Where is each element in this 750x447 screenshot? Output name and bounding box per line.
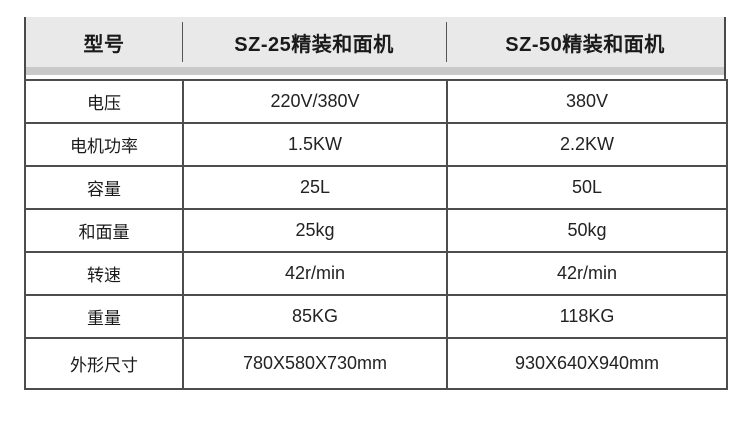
table-row-dimensions: 外形尺寸 780X580X730mm 930X640X940mm <box>24 337 728 390</box>
spec-label: 转速 <box>24 251 184 296</box>
spec-value-sz50: 50kg <box>446 208 728 253</box>
spec-value-sz50: 118KG <box>446 294 728 339</box>
spec-value-sz50: 50L <box>446 165 728 210</box>
spec-body-table: 电压 220V/380V 380V 电机功率 1.5KW 2.2KW 容量 25… <box>24 79 728 390</box>
spec-label: 和面量 <box>24 208 184 253</box>
spec-value-sz50: 380V <box>446 79 728 124</box>
spec-value-sz25: 780X580X730mm <box>182 337 448 390</box>
spec-label: 重量 <box>24 294 184 339</box>
spec-value-sz50: 2.2KW <box>446 122 728 167</box>
table-row-motor-power: 电机功率 1.5KW 2.2KW <box>24 122 728 167</box>
header-gap <box>26 75 724 79</box>
spec-label: 电机功率 <box>24 122 184 167</box>
spec-value-sz25: 42r/min <box>182 251 448 296</box>
spec-value-sz25: 25L <box>182 165 448 210</box>
spec-value-sz50: 42r/min <box>446 251 728 296</box>
table-header-row: 型号 SZ-25精装和面机 SZ-50精装和面机 <box>26 17 724 67</box>
header-cell-sz50: SZ-50精装和面机 <box>446 17 724 67</box>
spec-value-sz25: 25kg <box>182 208 448 253</box>
table-row-voltage: 电压 220V/380V 380V <box>24 79 728 124</box>
table-header-block: 型号 SZ-25精装和面机 SZ-50精装和面机 <box>24 17 726 79</box>
table-row-dough-amount: 和面量 25kg 50kg <box>24 208 728 253</box>
table-row-speed: 转速 42r/min 42r/min <box>24 251 728 296</box>
header-cell-sz25: SZ-25精装和面机 <box>182 17 446 67</box>
spec-label: 外形尺寸 <box>24 337 184 390</box>
spec-table: 型号 SZ-25精装和面机 SZ-50精装和面机 电压 220V/380V 38… <box>24 17 728 390</box>
spec-label: 容量 <box>24 165 184 210</box>
header-cell-model: 型号 <box>83 33 125 56</box>
spec-value-sz25: 220V/380V <box>182 79 448 124</box>
spec-value-sz50: 930X640X940mm <box>446 337 728 390</box>
table-row-capacity: 容量 25L 50L <box>24 165 728 210</box>
table-row-weight: 重量 85KG 118KG <box>24 294 728 339</box>
spec-value-sz25: 1.5KW <box>182 122 448 167</box>
separator-bar <box>26 67 724 75</box>
spec-value-sz25: 85KG <box>182 294 448 339</box>
spec-label: 电压 <box>24 79 184 124</box>
